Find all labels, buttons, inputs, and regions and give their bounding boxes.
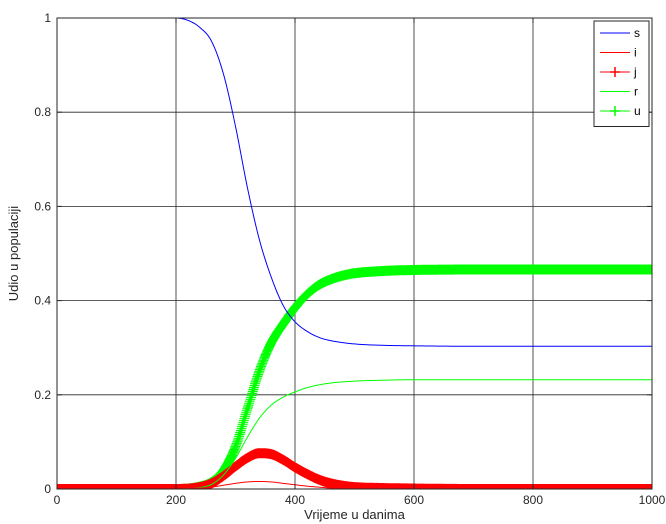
y-tick-label: 0 [44,482,51,496]
x-axis-label: Vrijeme u danima [304,507,405,522]
y-tick-label: 0.2 [34,388,51,402]
legend-label: j [633,65,637,79]
x-tick-label: 200 [166,493,186,507]
series-line-r [57,379,652,489]
legend-item-u: u [600,104,641,118]
y-tick-label: 0.6 [34,199,51,213]
y-axis-label: Udio u populaciji [6,206,21,302]
legend-box [593,20,650,127]
series-s [57,18,652,347]
legend-item-i: i [600,46,637,60]
series-r [57,379,652,489]
x-tick-label: 400 [285,493,305,507]
series-line-s [57,18,652,347]
grid [57,18,652,489]
legend-label: i [634,46,637,60]
axis-ticks: 0 200 400 600 800 1000 0 0.2 0.4 0.6 0.8 1 [34,11,665,507]
legend-item-s: s [600,26,640,40]
legend-item-j: j [600,65,637,79]
legend-label: r [634,85,638,99]
x-tick-label: 800 [523,493,543,507]
y-tick-label: 1 [44,11,51,25]
y-tick-label: 0.8 [34,105,51,119]
legend-label: s [634,26,640,40]
plot-frame [56,17,653,490]
legend-marker [610,106,620,116]
y-tick-label: 0.4 [34,294,51,308]
x-tick-label: 1000 [639,493,666,507]
x-tick-label: 0 [54,493,61,507]
legend-marker [610,67,620,77]
x-tick-label: 600 [404,493,424,507]
legend-item-r: r [600,85,638,99]
legend-label: u [634,104,641,118]
